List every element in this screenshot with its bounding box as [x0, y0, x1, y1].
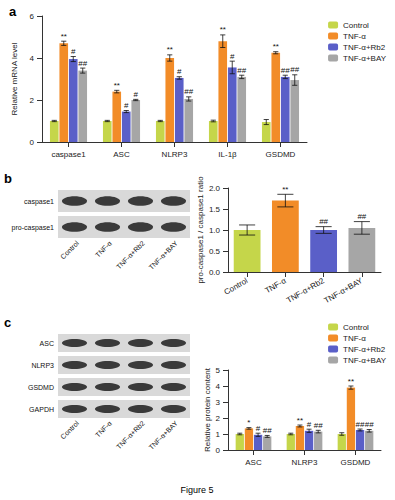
svg-text:TNF-α+Rb2: TNF-α+Rb2 — [343, 43, 386, 52]
svg-text:pro-caspase1 / caspase1 ratio: pro-caspase1 / caspase1 ratio — [196, 176, 205, 284]
svg-text:3: 3 — [216, 398, 221, 407]
svg-text:Control: Control — [343, 323, 369, 332]
svg-text:##: ## — [184, 87, 193, 96]
svg-text:Control: Control — [59, 239, 80, 260]
svg-text:TNF-α+BAY: TNF-α+BAY — [148, 239, 180, 271]
svg-text:*: * — [247, 418, 250, 427]
svg-text:**: ** — [273, 42, 279, 51]
svg-text:NLRP3: NLRP3 — [162, 150, 188, 159]
svg-text:NLRP3: NLRP3 — [292, 458, 318, 467]
svg-text:GSDMD: GSDMD — [341, 458, 371, 467]
svg-text:ASC: ASC — [245, 458, 262, 467]
svg-text:6: 6 — [30, 12, 35, 21]
svg-text:TNF-α+Rb2: TNF-α+Rb2 — [343, 345, 386, 354]
svg-text:pro-caspase1: pro-caspase1 — [12, 224, 55, 232]
svg-text:##: ## — [314, 421, 323, 430]
svg-text:##: ## — [237, 66, 246, 75]
svg-text:**: ** — [114, 81, 120, 90]
svg-text:#: # — [177, 67, 182, 76]
svg-text:5: 5 — [216, 366, 221, 375]
svg-text:#: # — [307, 420, 312, 429]
svg-text:4: 4 — [216, 382, 221, 391]
svg-text:TNF-α+Rb2: TNF-α+Rb2 — [115, 419, 146, 450]
svg-text:##: ## — [290, 65, 299, 74]
svg-text:2.0: 2.0 — [209, 184, 221, 193]
svg-text:Control: Control — [223, 276, 250, 297]
svg-text:1: 1 — [216, 430, 221, 439]
svg-text:2: 2 — [30, 96, 35, 105]
svg-text:##: ## — [263, 426, 272, 435]
svg-text:##: ## — [365, 420, 374, 429]
svg-text:##: ## — [281, 66, 290, 75]
svg-text:##: ## — [357, 212, 366, 221]
svg-text:TNF-α+BAY: TNF-α+BAY — [148, 419, 180, 451]
svg-text:**: ** — [61, 32, 67, 41]
svg-text:NLRP3: NLRP3 — [31, 362, 54, 369]
svg-text:1.0: 1.0 — [209, 226, 221, 235]
svg-text:TNF-α+BAY: TNF-α+BAY — [343, 356, 387, 365]
svg-text:0: 0 — [30, 138, 35, 147]
svg-text:caspase1: caspase1 — [51, 150, 86, 159]
svg-text:#: # — [134, 90, 139, 99]
svg-text:b: b — [4, 171, 12, 186]
svg-text:Control: Control — [59, 419, 80, 440]
svg-text:#: # — [256, 424, 261, 433]
svg-text:**: ** — [282, 185, 288, 194]
svg-text:0: 0 — [216, 446, 221, 455]
svg-text:Relative protein content: Relative protein content — [203, 367, 212, 452]
svg-text:TNF-α: TNF-α — [263, 276, 288, 295]
svg-text:TNF-α+BAY: TNF-α+BAY — [323, 276, 365, 306]
svg-text:##: ## — [78, 59, 87, 68]
svg-text:##: ## — [356, 420, 365, 429]
svg-text:Control: Control — [343, 21, 369, 30]
svg-text:0.0: 0.0 — [209, 268, 221, 277]
svg-text:TNF-α+BAY: TNF-α+BAY — [343, 54, 387, 63]
svg-text:TNF-α+Rb2: TNF-α+Rb2 — [115, 239, 146, 270]
svg-text:**: ** — [348, 377, 354, 386]
svg-text:TNF-α: TNF-α — [343, 32, 366, 41]
svg-text:ASC: ASC — [113, 150, 130, 159]
svg-text:a: a — [9, 4, 17, 19]
svg-text:2: 2 — [216, 414, 221, 423]
svg-text:IL-1β: IL-1β — [218, 150, 237, 159]
svg-text:GAPDH: GAPDH — [29, 406, 54, 413]
svg-text:4: 4 — [30, 54, 35, 63]
svg-text:**: ** — [297, 416, 303, 425]
svg-text:Figure 5: Figure 5 — [180, 485, 213, 495]
svg-text:#: # — [71, 47, 76, 56]
svg-text:TNF-α: TNF-α — [94, 420, 113, 439]
svg-text:ASC: ASC — [40, 340, 54, 347]
svg-text:0.5: 0.5 — [209, 247, 221, 256]
svg-text:TNF-α: TNF-α — [343, 334, 366, 343]
svg-text:c: c — [4, 315, 11, 330]
svg-text:**: ** — [167, 45, 173, 54]
svg-text:TNF-α: TNF-α — [94, 240, 113, 259]
svg-text:TNF-α+Rb2: TNF-α+Rb2 — [285, 276, 326, 305]
svg-text:caspase1: caspase1 — [24, 198, 54, 206]
svg-text:##: ## — [319, 217, 328, 226]
svg-text:Relative mRNA level: Relative mRNA level — [10, 42, 19, 115]
svg-text:**: ** — [220, 25, 226, 34]
svg-text:#: # — [230, 52, 235, 61]
svg-text:GSDMD: GSDMD — [266, 150, 296, 159]
svg-text:GSDMD: GSDMD — [28, 384, 54, 391]
svg-text:1.5: 1.5 — [209, 205, 221, 214]
svg-text:#: # — [124, 101, 129, 110]
